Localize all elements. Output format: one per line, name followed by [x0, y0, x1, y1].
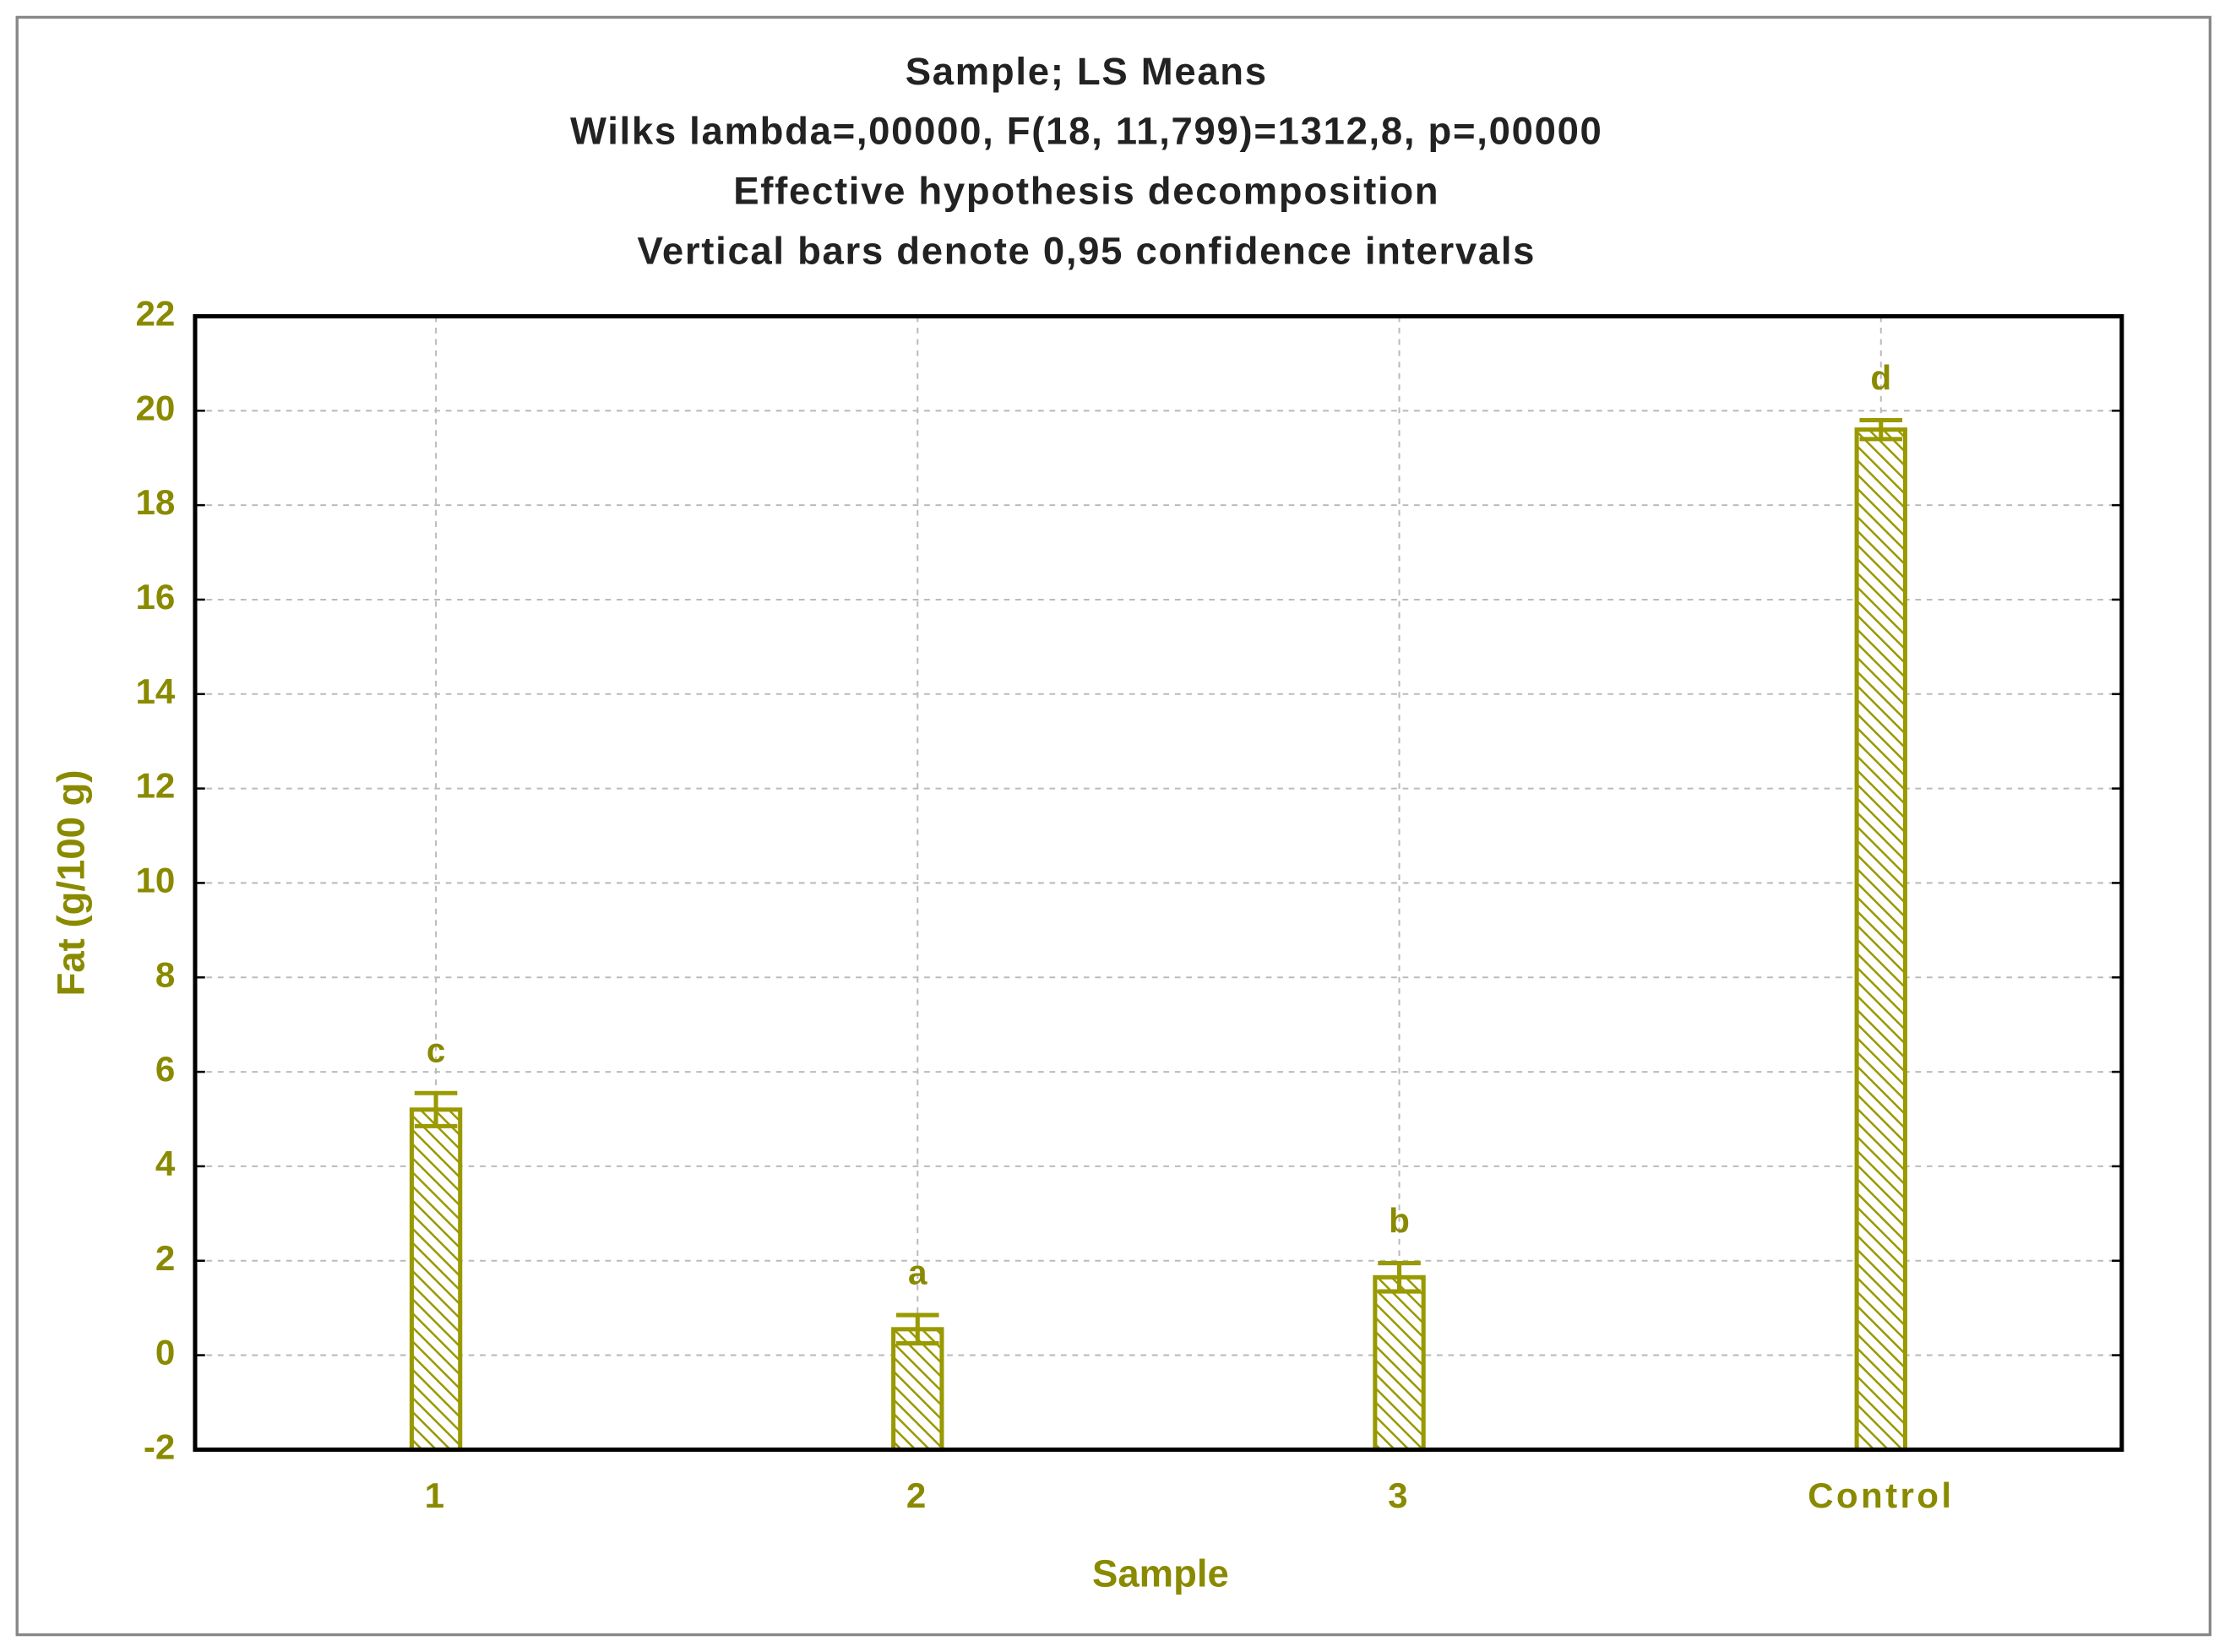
bar	[891, 1327, 944, 1452]
annotation: a	[908, 1253, 927, 1292]
y-tick-label: 4	[155, 1144, 176, 1183]
bar	[1373, 1274, 1426, 1452]
annotation: d	[1870, 358, 1891, 397]
x-tick-label: 3	[1388, 1475, 1411, 1515]
chart-title: Sample; LS Means	[906, 50, 1268, 93]
y-axis-label: Fat (g/100 g)	[50, 769, 93, 996]
error-bar	[1378, 1261, 1421, 1294]
x-tick-label: 2	[906, 1475, 929, 1515]
chart-title: Effective hypothesis decomposition	[733, 170, 1439, 213]
plot-border	[193, 313, 2124, 1452]
bar	[1854, 427, 1907, 1452]
x-axis-label: Sample	[1092, 1551, 1229, 1595]
y-tick-label: -2	[144, 1427, 175, 1467]
y-tick-label: 0	[155, 1333, 175, 1372]
x-tick-label: Control	[1808, 1475, 1954, 1515]
error-bar	[896, 1312, 939, 1346]
y-tick-label: 12	[135, 766, 175, 806]
y-tick-label: 14	[135, 671, 175, 711]
y-tick-label: 18	[135, 482, 175, 522]
y-tick-label: 8	[155, 954, 175, 994]
chart-title: Vertical bars denote 0,95 confidence int…	[637, 229, 1536, 272]
frame	[15, 15, 2212, 1637]
y-tick-label: 16	[135, 577, 175, 617]
y-tick-label: 6	[155, 1049, 175, 1089]
x-tick-label: 1	[425, 1475, 448, 1515]
annotation: c	[427, 1031, 445, 1070]
y-tick-label: 22	[135, 294, 175, 334]
bar	[409, 1107, 463, 1452]
annotation: b	[1389, 1201, 1410, 1240]
y-tick-label: 20	[135, 388, 175, 427]
error-bar	[414, 1090, 458, 1128]
error-bar	[1859, 417, 1903, 442]
chart-title: Wilks lambda=,00000, F(18, 11,799)=1312,…	[570, 110, 1603, 153]
y-tick-label: 2	[155, 1238, 175, 1278]
y-tick-label: 10	[135, 861, 175, 900]
